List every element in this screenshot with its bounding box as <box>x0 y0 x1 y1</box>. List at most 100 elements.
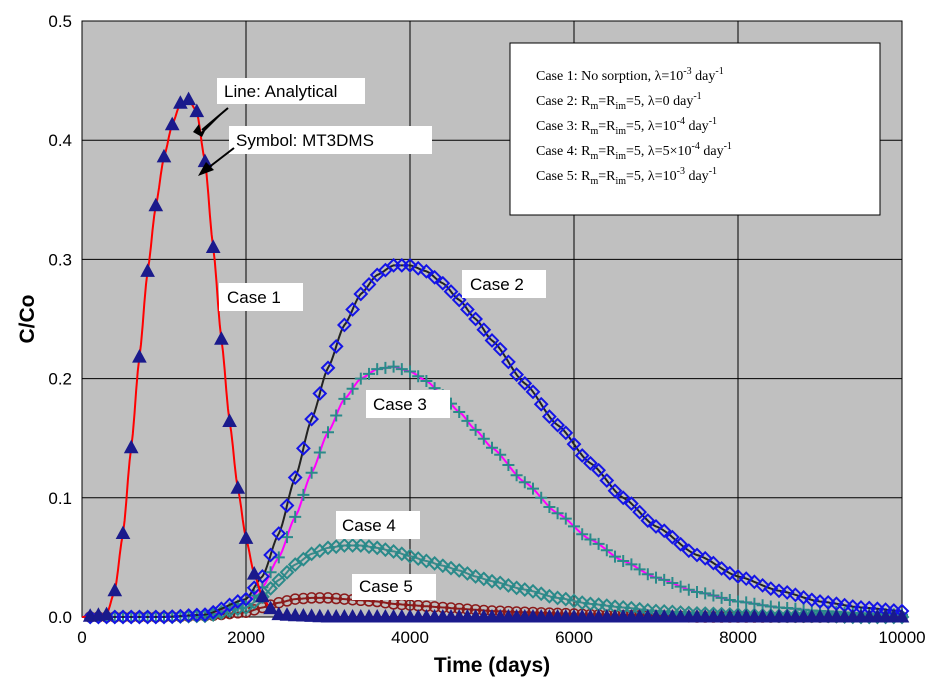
line-label-bg <box>217 78 365 104</box>
marker-case-2 <box>632 504 648 520</box>
marker-case-3 <box>387 360 400 373</box>
marker-case-1 <box>238 530 254 544</box>
marker-case-2 <box>443 284 459 299</box>
x-tick-label: 4000 <box>391 628 429 647</box>
marker-case-1 <box>222 413 237 428</box>
marker-case-4 <box>287 557 303 572</box>
case2-label-bg <box>462 270 546 298</box>
marker-case-1 <box>123 439 139 454</box>
marker-case-2 <box>230 594 246 609</box>
marker-case-3 <box>264 566 277 579</box>
marker-case-2 <box>312 386 328 401</box>
annotations: Line: Analytical Symbol: MT3DMS Case 1 C… <box>193 78 546 600</box>
marker-case-2 <box>402 257 418 273</box>
case3-label-bg <box>366 390 450 418</box>
marker-case-2 <box>304 411 320 427</box>
marker-case-2 <box>361 277 377 292</box>
y-tick-label: 0.0 <box>48 608 72 627</box>
x-tick-label: 2000 <box>227 628 265 647</box>
marker-case-3 <box>600 544 613 557</box>
marker-case-2 <box>418 263 434 279</box>
marker-case-2 <box>287 470 303 485</box>
marker-case-3 <box>609 550 621 563</box>
marker-case-2 <box>591 462 607 478</box>
x-tick-label: 10000 <box>878 628 925 647</box>
marker-case-2 <box>640 513 656 529</box>
marker-case-5 <box>338 593 351 605</box>
marker-case-4 <box>451 563 467 578</box>
x-axis-title: Time (days) <box>434 654 550 677</box>
y-tick-label: 0.1 <box>48 489 72 508</box>
marker-case-2 <box>779 584 795 600</box>
marker-case-1 <box>140 263 155 277</box>
marker-case-2 <box>796 590 812 605</box>
marker-case-1 <box>99 606 114 621</box>
marker-case-2 <box>271 526 287 541</box>
marker-case-3 <box>723 594 736 607</box>
marker-case-3 <box>584 533 597 546</box>
marker-case-1 <box>115 525 131 540</box>
marker-case-4 <box>476 571 492 587</box>
x-tick-label: 8000 <box>719 628 757 647</box>
marker-case-3 <box>625 558 638 571</box>
marker-case-2 <box>714 560 730 576</box>
marker-case-2 <box>279 498 295 513</box>
marker-case-2 <box>558 425 574 441</box>
marker-case-2 <box>574 448 590 463</box>
marker-case-3 <box>346 382 359 395</box>
line-label: Line: Analytical <box>224 82 337 101</box>
marker-case-1 <box>214 331 229 345</box>
marker-case-2 <box>599 473 615 488</box>
marker-case-4 <box>492 575 508 591</box>
marker-case-4 <box>566 593 582 609</box>
marker-case-1 <box>148 197 164 212</box>
marker-case-2 <box>738 571 754 587</box>
marker-case-2 <box>804 592 820 608</box>
marker-case-4 <box>377 542 393 558</box>
marker-case-3 <box>641 568 654 581</box>
marker-case-4 <box>435 558 451 574</box>
marker-case-3 <box>502 459 515 472</box>
marker-case-1 <box>230 480 246 494</box>
marker-case-3 <box>551 507 564 520</box>
marker-case-1 <box>255 588 270 603</box>
marker-case-4 <box>271 572 287 588</box>
marker-case-3 <box>592 537 605 550</box>
marker-case-3 <box>527 482 539 495</box>
marker-case-3 <box>486 441 498 454</box>
marker-case-2 <box>345 302 361 317</box>
marker-case-3 <box>535 491 548 504</box>
symbol-label: Symbol: MT3DMS <box>236 131 374 150</box>
marker-case-4 <box>410 551 426 567</box>
marker-case-4 <box>386 544 402 559</box>
marker-case-5 <box>322 592 334 604</box>
marker-case-3 <box>543 501 556 514</box>
case4-label: Case 4 <box>342 516 396 535</box>
marker-case-3 <box>740 596 753 609</box>
marker-case-1 <box>132 349 147 363</box>
marker-case-3 <box>297 488 310 501</box>
legend-entry-case-3: Case 3: Rm=Rim=5, λ=10-4 day-1 <box>536 116 717 137</box>
marker-case-2 <box>517 375 533 391</box>
marker-case-3 <box>715 591 728 604</box>
marker-case-3 <box>510 469 523 482</box>
marker-case-3 <box>338 392 351 405</box>
marker-case-4 <box>500 577 516 593</box>
marker-case-2 <box>673 536 689 552</box>
marker-case-2 <box>427 269 443 285</box>
marker-case-2 <box>689 547 705 563</box>
marker-case-2 <box>664 529 680 545</box>
marker-case-5 <box>281 595 293 607</box>
marker-case-2 <box>295 440 311 456</box>
marker-case-2 <box>566 436 582 452</box>
marker-case-2 <box>763 581 779 597</box>
marker-case-3 <box>281 531 293 544</box>
marker-case-4 <box>418 553 434 569</box>
marker-case-1 <box>107 582 123 597</box>
marker-case-2 <box>410 260 426 276</box>
y-tick-label: 0.3 <box>48 250 72 269</box>
marker-case-4 <box>427 555 443 571</box>
symbol-label-arrow-head <box>198 162 214 176</box>
marker-case-1 <box>263 600 278 615</box>
marker-case-2 <box>607 483 623 499</box>
